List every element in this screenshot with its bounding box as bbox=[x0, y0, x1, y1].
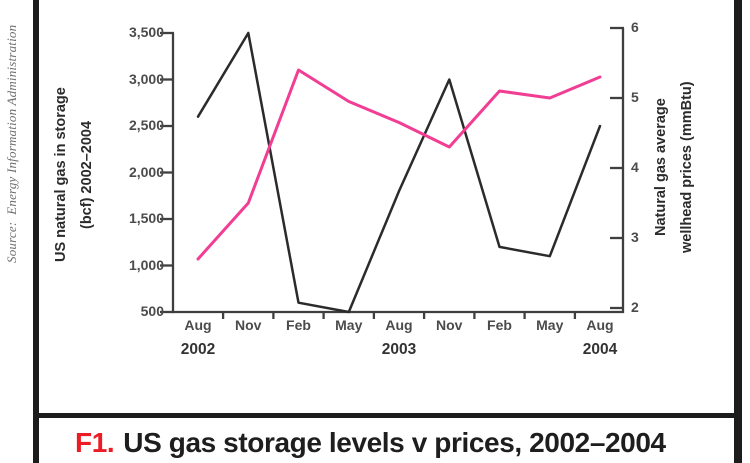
left-axis-tick-label: 3,500 bbox=[128, 24, 164, 40]
plot-canvas bbox=[160, 26, 625, 319]
left-axis-tick-label: 500 bbox=[140, 303, 164, 319]
x-axis-month-label: Nov bbox=[436, 317, 463, 333]
left-axis-tick-label: 2,000 bbox=[128, 163, 164, 180]
left-axis-tick-label: 1,000 bbox=[128, 256, 164, 273]
right-axis-tick-label: 3 bbox=[631, 229, 639, 245]
x-axis-month-label: Aug bbox=[385, 317, 413, 333]
x-axis-month-label: May bbox=[335, 317, 363, 333]
x-axis-month-label: Aug bbox=[184, 317, 212, 333]
x-axis-year-label: 2004 bbox=[582, 341, 618, 358]
figure-caption: F1. US gas storage levels v prices, 2002–… bbox=[75, 426, 735, 460]
price-line bbox=[196, 68, 602, 261]
frame-right-border bbox=[734, 0, 742, 463]
left-axis-tick-label: 2,500 bbox=[128, 117, 164, 133]
figure-caption-text: US gas storage levels v prices, 2002–200… bbox=[123, 427, 666, 458]
x-axis-month-label: Feb bbox=[487, 317, 512, 333]
frame-left-border bbox=[33, 0, 39, 463]
storage-line bbox=[196, 31, 602, 314]
axes-path bbox=[171, 28, 625, 314]
x-axis-year-label: 2002 bbox=[180, 341, 216, 358]
right-axis-tick-label: 4 bbox=[631, 159, 639, 175]
x-axis-month-label: Feb bbox=[286, 317, 311, 333]
figure-number: F1. bbox=[75, 427, 115, 458]
right-axis-tick-label: 5 bbox=[631, 89, 639, 105]
x-axis-month-label: Nov bbox=[235, 317, 262, 333]
x-axis-year-label: 2003 bbox=[381, 341, 417, 358]
x-axis-month-label: May bbox=[536, 317, 564, 333]
x-axis-month-label: Aug bbox=[586, 317, 614, 333]
left-axis-tick-label: 1,500 bbox=[128, 210, 164, 226]
left-axis-tick-label: 3,000 bbox=[128, 70, 164, 87]
frame-separator-line bbox=[33, 413, 742, 418]
right-axis-tick-label: 2 bbox=[631, 299, 639, 315]
right-axis-tick-label: 6 bbox=[631, 19, 639, 35]
